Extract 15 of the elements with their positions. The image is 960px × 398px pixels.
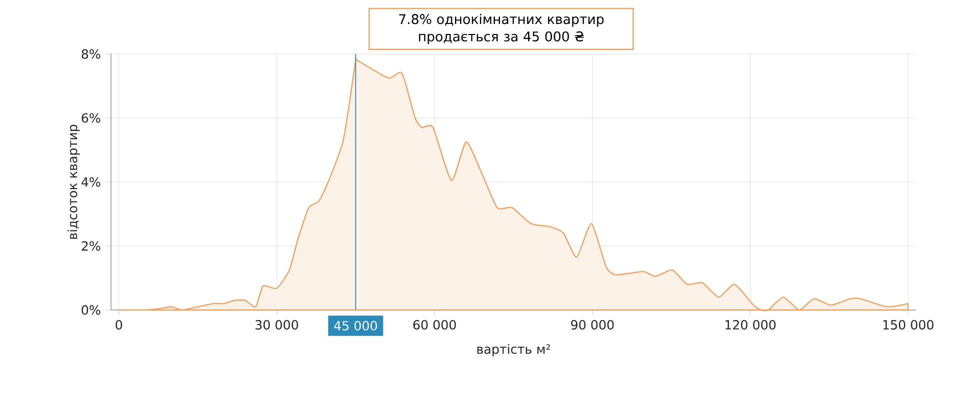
y-tick-label: 0% [82, 305, 100, 315]
x-tick-label: 60 000 [413, 320, 456, 330]
y-tick-label: 2% [82, 241, 100, 251]
x-tick-label: 0 [116, 320, 122, 330]
y-tick-label: 8% [82, 49, 100, 59]
ref-line-label: 45 000 [334, 320, 377, 331]
x-tick-label: 90 000 [571, 320, 614, 330]
text: 7.8% однокімнатних квартир продається за 45 000 ₴ [399, 14, 604, 44]
y-tick-label: 6% [82, 113, 100, 123]
x-tick-label: 30 000 [256, 320, 298, 330]
y-tick-label: 4% [81, 177, 100, 187]
x-tick-label: 150 000 [883, 320, 934, 330]
x-axis-title: вартість м² [477, 344, 550, 356]
x-tick-label: 120 000 [725, 320, 776, 330]
y-axis-title: відсоток квартир [67, 124, 80, 239]
